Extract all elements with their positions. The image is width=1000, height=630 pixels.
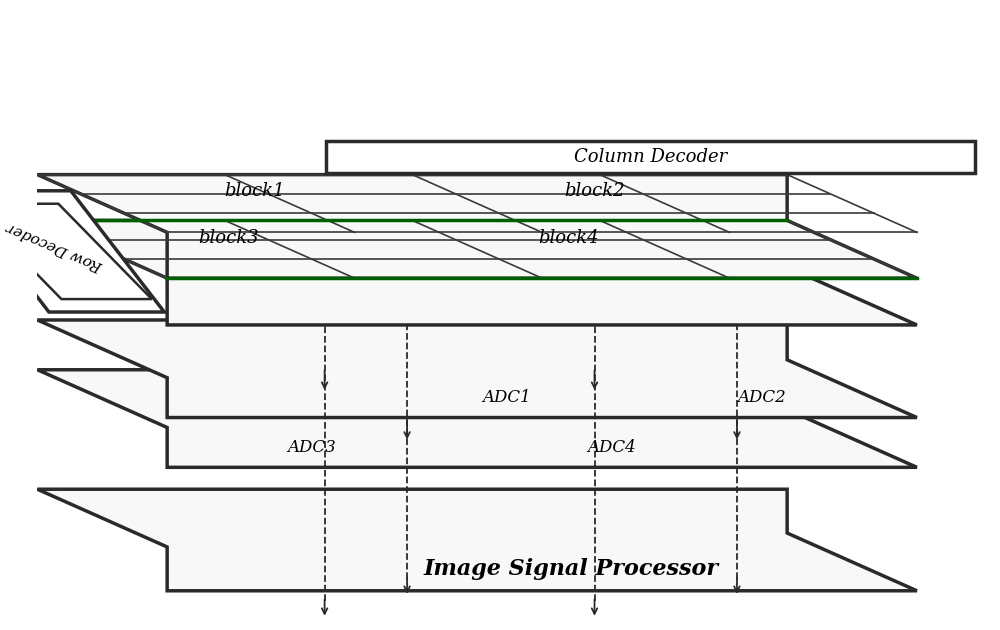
Polygon shape	[0, 203, 152, 299]
Polygon shape	[0, 191, 164, 312]
Text: block3: block3	[198, 229, 259, 247]
Polygon shape	[37, 175, 917, 278]
Text: Image Signal Processor: Image Signal Processor	[423, 558, 718, 580]
Polygon shape	[37, 370, 917, 467]
Polygon shape	[37, 220, 917, 325]
Text: ADC3: ADC3	[287, 439, 336, 456]
Text: Row Decoder: Row Decoder	[5, 220, 105, 273]
Text: block4: block4	[538, 229, 599, 247]
Text: ADC4: ADC4	[587, 439, 636, 456]
Text: ADC1: ADC1	[482, 389, 531, 406]
Text: Column Decoder: Column Decoder	[574, 147, 727, 166]
Text: block2: block2	[564, 181, 625, 200]
Text: ADC2: ADC2	[737, 389, 786, 406]
Text: block1: block1	[224, 181, 285, 200]
Polygon shape	[37, 320, 917, 418]
Polygon shape	[37, 490, 917, 591]
Polygon shape	[326, 140, 975, 173]
